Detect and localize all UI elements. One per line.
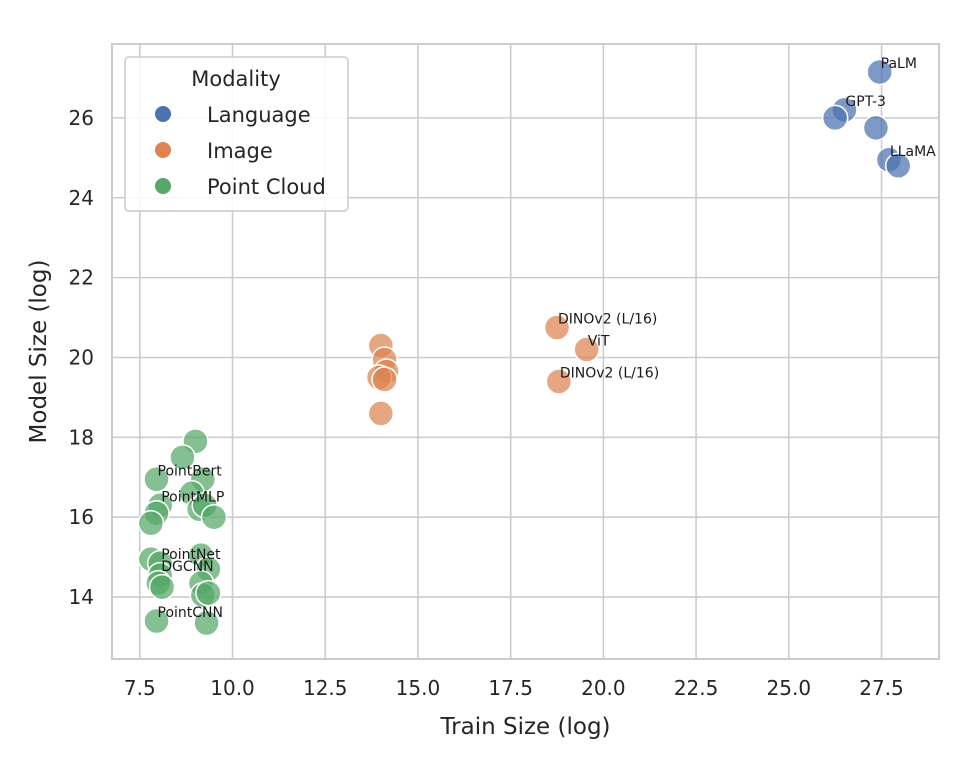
y-axis-title: Model Size (log) [26, 260, 52, 444]
data-point-point-cloud [137, 509, 165, 537]
x-axis-title: Train Size (log) [439, 714, 610, 740]
y-tick-label: 24 [69, 186, 94, 210]
point-label: DGCNN [161, 559, 213, 575]
data-point-image [371, 366, 398, 393]
legend-entry: Point Cloud [207, 175, 326, 199]
data-point-point-cloud [200, 503, 228, 531]
x-tick-label: 20.0 [581, 676, 626, 700]
data-point-language [862, 114, 890, 142]
point-label: PointMLP [161, 489, 224, 505]
point-label: PaLM [881, 56, 917, 72]
data-point-language [866, 58, 893, 86]
legend: Modality Language Image Point Cloud [124, 56, 349, 212]
tick-labels: 7.5 10.0 12.5 15.0 17.5 20.0 22.5 25.0 27.5 14 16 1… [69, 106, 904, 700]
point-label: PointCNN [158, 605, 223, 621]
y-tick-label: 16 [69, 505, 94, 529]
x-tick-label: 10.0 [210, 676, 255, 700]
point-label: ViT [588, 334, 610, 350]
legend-title: Modality [191, 67, 281, 91]
x-tick-label: 7.5 [124, 676, 156, 700]
legend-entry: Language [207, 103, 311, 127]
data-point-point-cloud [193, 609, 220, 637]
data-point-image [545, 368, 573, 395]
point-label: GPT-3 [845, 94, 886, 110]
y-tick-label: 22 [69, 266, 94, 290]
data-point-point-cloud [143, 466, 170, 493]
x-tick-label: 12.5 [303, 676, 348, 700]
x-tick-label: 27.5 [859, 676, 904, 700]
y-tick-label: 18 [69, 425, 94, 449]
data-point-point-cloud [169, 444, 196, 471]
point-labels: PaLM GPT-3 LLaMA DINOv2 (L/16) ViT DINOv2 (L/… [158, 56, 937, 621]
y-tick-label: 26 [69, 106, 94, 130]
point-label: LLaMA [890, 144, 936, 160]
legend-box [124, 56, 349, 212]
data-point-language [821, 104, 849, 132]
data-point-language [884, 152, 912, 180]
legend-entry: Image [207, 139, 273, 163]
x-tick-label: 22.5 [674, 676, 719, 700]
data-point-point-cloud [143, 607, 170, 635]
legend-items: Language Image Point Cloud [155, 103, 326, 199]
data-point-image [573, 336, 600, 363]
x-tick-label: 15.0 [396, 676, 441, 700]
x-tick-label: 17.5 [488, 676, 533, 700]
y-tick-label: 14 [69, 585, 94, 609]
point-label: PointNet [161, 547, 221, 563]
point-label: PointBert [158, 463, 223, 479]
legend-marker [155, 142, 171, 158]
grid [112, 44, 939, 659]
data-point-point-cloud [148, 573, 176, 601]
data-point-point-cloud [195, 579, 222, 607]
plot-frame [111, 43, 940, 660]
legend-marker [155, 178, 171, 194]
y-tick-label: 20 [69, 345, 94, 369]
data-points [137, 58, 912, 637]
data-point-image [367, 400, 395, 427]
point-label: DINOv2 (L/16) [558, 312, 657, 328]
legend-marker [155, 106, 171, 122]
x-tick-label: 25.0 [767, 676, 812, 700]
data-point-image [543, 314, 571, 341]
point-label: DINOv2 (L/16) [560, 365, 659, 381]
